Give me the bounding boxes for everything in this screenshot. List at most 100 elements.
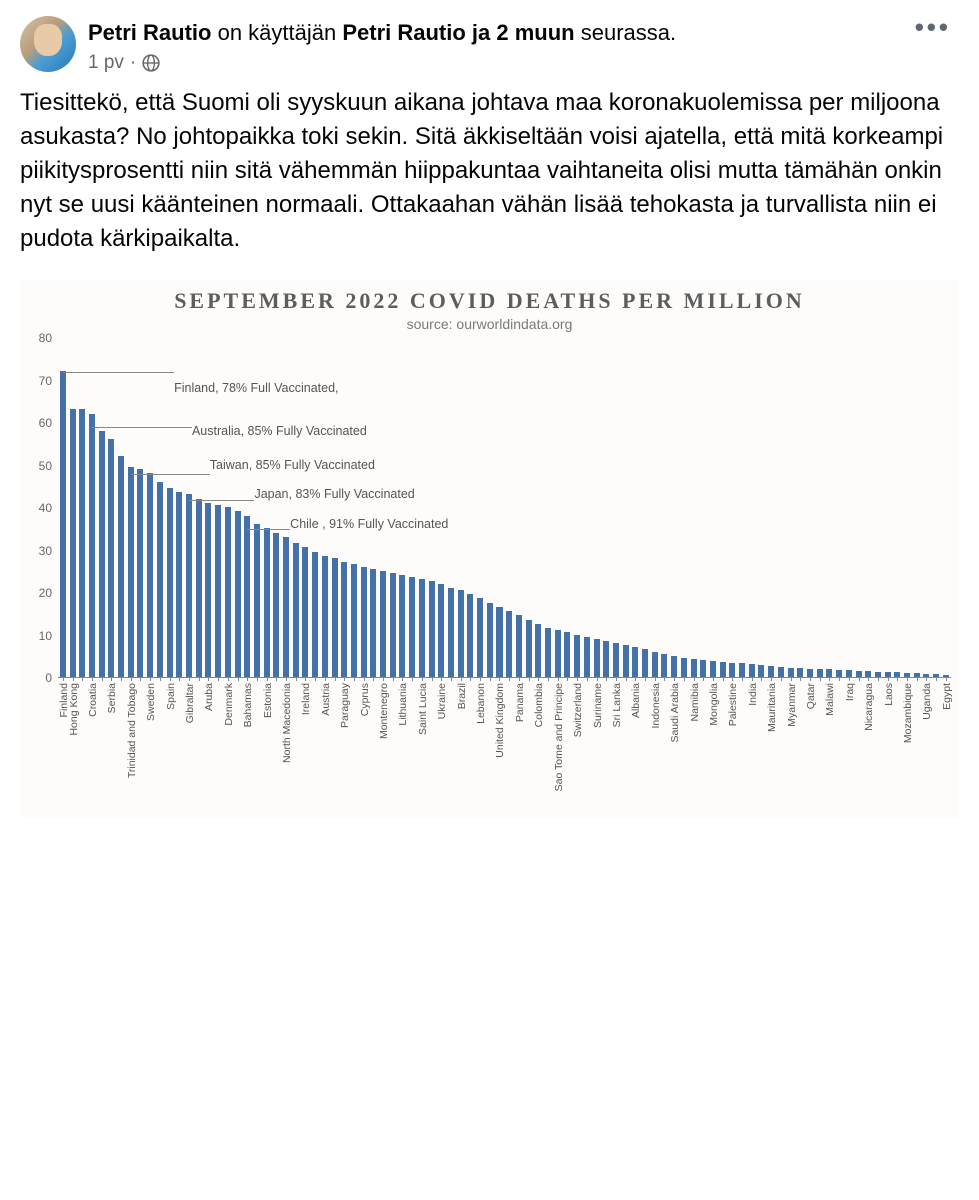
- bar-slot: [640, 649, 650, 677]
- bar: [467, 594, 473, 677]
- bar: [235, 511, 241, 677]
- x-axis-label: Laos: [883, 683, 895, 706]
- bar-slot: [912, 673, 922, 677]
- bar-slot: Paraguay: [339, 562, 349, 677]
- bar: [205, 503, 211, 677]
- bar-slot: Spain: [165, 488, 175, 677]
- x-axis-label: Austria: [320, 683, 332, 716]
- bar-slot: Montenegro: [378, 571, 388, 677]
- bar-slot: [795, 668, 805, 677]
- bar: [574, 635, 580, 678]
- chart-annotation: Australia, 85% Fully Vaccinated: [192, 424, 367, 438]
- bar: [623, 645, 629, 677]
- bar-slot: [252, 524, 262, 677]
- bar-slot: [757, 665, 767, 677]
- bar: [758, 665, 764, 677]
- x-axis-label: Sri Lanka: [611, 683, 623, 727]
- bar: [322, 556, 328, 677]
- bar: [729, 663, 735, 677]
- x-axis-label: Myanmar: [786, 683, 798, 727]
- post-title[interactable]: Petri Rautio on käyttäjän Petri Rautio j…: [88, 18, 907, 48]
- bar-slot: Ireland: [301, 547, 311, 677]
- x-axis-label: Cyprus: [359, 683, 371, 716]
- bar-slot: Sri Lanka: [611, 643, 621, 677]
- social-post: Petri Rautio on käyttäjän Petri Rautio j…: [0, 0, 979, 826]
- bar: [506, 611, 512, 677]
- bar-slot: [737, 663, 747, 677]
- chart-area: 01020304050607080 FinlandHong KongCroati…: [20, 338, 959, 818]
- chart-image[interactable]: SEPTEMBER 2022 COVID DEATHS PER MILLION …: [20, 280, 959, 818]
- x-axis-label: Montenegro: [378, 683, 390, 739]
- bar: [846, 670, 852, 677]
- y-tick: 30: [39, 544, 52, 558]
- x-axis-label: Denmark: [223, 683, 235, 726]
- bar-slot: Finland: [58, 371, 68, 677]
- bar-slot: Panama: [514, 615, 524, 677]
- bar: [458, 590, 464, 677]
- bar-slot: Austria: [320, 556, 330, 677]
- bar-slot: [504, 611, 514, 677]
- bar-slot: [77, 409, 87, 677]
- x-axis-label: Mozambique: [902, 683, 914, 743]
- bar: [118, 456, 124, 677]
- bar-slot: Malawi: [825, 669, 835, 677]
- bar: [496, 607, 502, 677]
- x-axis-label: Trinidad and Tobago: [126, 683, 138, 778]
- bar-slot: [136, 469, 146, 677]
- bar-slot: India: [747, 664, 757, 677]
- bar-slot: [931, 674, 941, 677]
- bar: [487, 603, 493, 677]
- bar-slot: [233, 511, 243, 677]
- bar: [526, 620, 532, 677]
- bar-slot: [892, 672, 902, 677]
- bar: [186, 494, 192, 677]
- bar-slot: [834, 670, 844, 677]
- x-axis-label: Gibraltar: [184, 683, 196, 723]
- bar: [419, 579, 425, 677]
- bar-slot: [815, 669, 825, 677]
- bar: [370, 569, 376, 677]
- timestamp[interactable]: 1 pv: [88, 52, 124, 74]
- bar: [788, 668, 794, 677]
- bar: [429, 581, 435, 677]
- bar-slot: [679, 658, 689, 678]
- bar: [749, 664, 755, 677]
- bar: [477, 598, 483, 677]
- bar: [302, 547, 308, 677]
- post-body-text: Tiesittekö, että Suomi oli syyskuun aika…: [20, 86, 959, 256]
- bar: [642, 649, 648, 677]
- x-axis-label: Aruba: [203, 683, 215, 711]
- y-tick: 40: [39, 501, 52, 515]
- bar: [196, 499, 202, 678]
- x-axis-label: Saint Lucia: [417, 683, 429, 735]
- bar-slot: [116, 456, 126, 677]
- tagged-name[interactable]: Petri Rautio: [342, 20, 465, 45]
- bar: [836, 670, 842, 677]
- x-axis-label: Ukraine: [436, 683, 448, 719]
- x-axis-label: Brazil: [456, 683, 468, 709]
- bar: [720, 662, 726, 677]
- bar: [409, 577, 415, 677]
- bar-slot: Nicaragua: [863, 671, 873, 677]
- bar: [361, 567, 367, 678]
- bar-slot: Lebanon: [475, 598, 485, 677]
- bar: [273, 533, 279, 678]
- bar: [215, 505, 221, 677]
- x-axis-label: Nicaragua: [863, 683, 875, 731]
- post-menu-button[interactable]: •••: [907, 16, 959, 40]
- y-tick: 70: [39, 374, 52, 388]
- bar-slot: Mongolia: [708, 661, 718, 677]
- bar-slot: Iraq: [844, 670, 854, 677]
- author-name[interactable]: Petri Rautio: [88, 20, 211, 45]
- avatar[interactable]: [20, 16, 76, 72]
- bar-slot: Ukraine: [436, 584, 446, 678]
- bar-slot: [427, 581, 437, 677]
- y-tick: 80: [39, 331, 52, 345]
- bar: [807, 669, 813, 678]
- bar: [584, 637, 590, 677]
- bar: [283, 537, 289, 677]
- bar-slot: Mauritania: [766, 666, 776, 677]
- globe-icon[interactable]: [142, 54, 160, 72]
- bar: [128, 467, 134, 677]
- bar-slot: Lithuania: [398, 575, 408, 677]
